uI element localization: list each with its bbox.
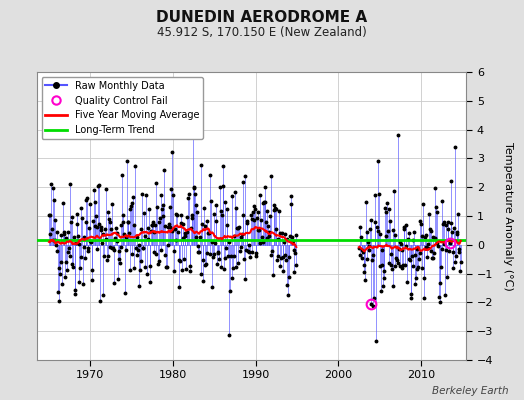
Legend: Raw Monthly Data, Quality Control Fail, Five Year Moving Average, Long-Term Tren: Raw Monthly Data, Quality Control Fail, … bbox=[41, 77, 203, 139]
Text: Berkeley Earth: Berkeley Earth bbox=[432, 386, 508, 396]
Text: DUNEDIN AERODROME A: DUNEDIN AERODROME A bbox=[157, 10, 367, 25]
Text: 45.912 S, 170.150 E (New Zealand): 45.912 S, 170.150 E (New Zealand) bbox=[157, 26, 367, 39]
Y-axis label: Temperature Anomaly (°C): Temperature Anomaly (°C) bbox=[503, 142, 512, 290]
